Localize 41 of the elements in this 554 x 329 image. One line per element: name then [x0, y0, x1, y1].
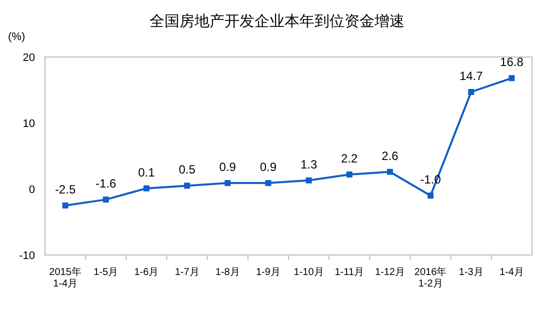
- x-tick-label: 1-8月: [215, 267, 240, 278]
- x-tick-label: 1-4月: [499, 267, 524, 278]
- data-label: 2.6: [382, 148, 399, 163]
- point: [224, 180, 231, 186]
- x-tick-label: 2016年 1-2月: [414, 266, 447, 290]
- data-label: 0.9: [219, 160, 236, 174]
- point: [265, 180, 272, 186]
- point: [62, 202, 68, 208]
- x-tick-label: 1-12月: [374, 267, 405, 278]
- data-label: 1.3: [300, 157, 318, 172]
- point: [184, 182, 190, 189]
- x-tick-label: 1-5月: [94, 267, 118, 278]
- data-label: -2.5: [54, 182, 76, 196]
- y-axis-title: (%): [8, 31, 26, 43]
- data-label: 0.9: [260, 160, 277, 174]
- point: [428, 192, 434, 199]
- data-label: 0.1: [138, 165, 156, 180]
- point: [386, 168, 393, 175]
- point: [306, 177, 312, 184]
- y-tick-label: 10: [22, 118, 35, 130]
- point: [508, 75, 515, 82]
- data-label: -1.6: [96, 176, 117, 191]
- x-tick-label: 1-11月: [334, 267, 364, 278]
- data-label: 14.7: [459, 68, 484, 83]
- x-tick-label: 1-10月: [294, 267, 324, 278]
- point: [102, 196, 109, 203]
- y-tick-label: 20: [22, 52, 35, 64]
- point: [143, 185, 150, 192]
- point: [468, 88, 474, 95]
- x-tick-label: 1-7月: [174, 267, 200, 278]
- x-tick-label: 1-6月: [134, 267, 159, 278]
- x-tick-label: 1-9月: [256, 267, 280, 278]
- data-label: 16.8: [500, 55, 524, 70]
- y-tick-label: -10: [19, 250, 35, 262]
- y-tick-label: 0: [28, 184, 35, 196]
- x-tick-label: 2015年 1-4月: [49, 266, 82, 290]
- data-label: 0.5: [178, 162, 196, 177]
- data-label: 2.2: [341, 151, 358, 166]
- chart-title: 全国房地产开发企业本年到位资金增速: [150, 13, 404, 30]
- point: [346, 171, 352, 178]
- x-tick-label: 1-3月: [458, 267, 484, 278]
